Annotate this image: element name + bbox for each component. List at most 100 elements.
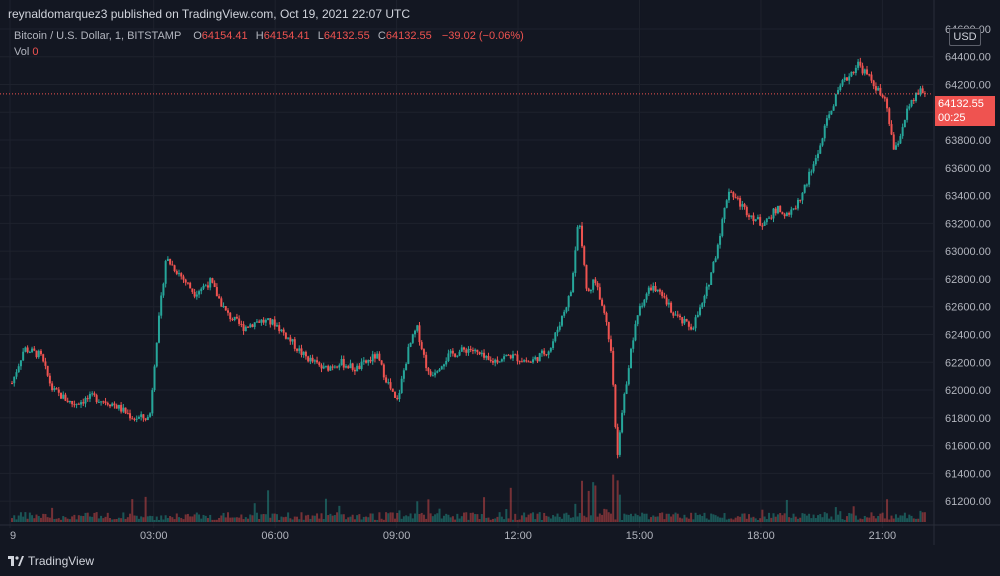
candle-body xyxy=(690,326,693,330)
volume-bar xyxy=(463,512,466,522)
volume-bar xyxy=(799,517,802,522)
volume-bar xyxy=(625,514,628,522)
candle-body xyxy=(146,416,149,420)
volume-bar xyxy=(483,497,486,522)
candle-body xyxy=(514,354,517,356)
candle-body xyxy=(289,337,292,342)
volume-bar xyxy=(772,513,775,522)
volume-bar xyxy=(634,513,637,522)
volume-bar xyxy=(509,487,512,522)
volume-bar xyxy=(255,512,258,522)
volume-bar xyxy=(621,519,624,522)
candle-body xyxy=(863,69,866,74)
candle-body xyxy=(467,348,470,353)
candle-body xyxy=(817,153,820,159)
candle-body xyxy=(122,407,125,412)
volume-bar xyxy=(48,517,51,522)
volume-bar xyxy=(249,514,252,522)
candle-body xyxy=(478,352,481,355)
candle-body xyxy=(175,271,178,274)
candle-body xyxy=(716,244,719,259)
volume-bar xyxy=(26,518,29,522)
candle-body xyxy=(779,205,782,213)
currency-button[interactable]: USD xyxy=(949,28,981,46)
volume-bar xyxy=(866,517,869,522)
candle-body xyxy=(859,61,862,66)
volume-bar xyxy=(73,514,76,522)
candle-body xyxy=(476,349,479,353)
volume-bar xyxy=(790,517,793,522)
candle-body xyxy=(255,321,258,323)
candle-body xyxy=(552,341,555,349)
candle-body xyxy=(699,307,702,315)
volume-bar xyxy=(151,516,154,522)
volume-bar xyxy=(400,518,403,522)
candle-body xyxy=(66,400,69,403)
candle-body xyxy=(572,272,575,293)
volume-bar xyxy=(658,513,661,522)
candle-body xyxy=(480,352,483,355)
candle-body xyxy=(632,340,635,349)
candle-body xyxy=(754,219,757,222)
volume-bar xyxy=(162,519,165,522)
volume-bar xyxy=(320,513,323,522)
volume-bar xyxy=(442,515,445,522)
symbol-name[interactable]: Bitcoin / U.S. Dollar, 1, BITSTAMP xyxy=(14,30,182,42)
volume-bar xyxy=(95,512,98,522)
volume-bar xyxy=(843,519,846,522)
candle-body xyxy=(774,208,777,214)
volume-bar xyxy=(647,519,650,522)
candle-body xyxy=(463,347,466,350)
candle-body xyxy=(68,400,71,403)
candle-body xyxy=(302,351,305,355)
time-axis[interactable]: 9 03:00 06:00 09:00 12:00 15:00 18:00 21:00 xyxy=(0,524,1000,542)
volume-bar xyxy=(62,516,65,522)
volume-bar xyxy=(238,517,241,522)
volume-bar xyxy=(491,518,494,522)
candle-body xyxy=(727,191,730,201)
volume-bar xyxy=(725,519,728,522)
footer-brand[interactable]: TradingView xyxy=(8,554,94,568)
volume-bar xyxy=(184,514,187,522)
volume-bar xyxy=(560,518,563,522)
candle-body xyxy=(741,204,744,207)
volume-bar xyxy=(280,516,283,522)
candle-body xyxy=(678,315,681,318)
volume-bar xyxy=(88,516,91,522)
volume-bar xyxy=(129,513,132,522)
candle-body xyxy=(211,278,214,283)
candle-body xyxy=(322,366,325,369)
candle-body xyxy=(51,383,54,391)
candle-body xyxy=(788,212,791,215)
volume-label[interactable]: Vol xyxy=(14,46,30,58)
volume-bar xyxy=(638,516,641,522)
candle-body xyxy=(64,394,67,401)
candle-body xyxy=(75,403,78,405)
candle-body xyxy=(883,97,886,99)
price-axis[interactable]: 61200.00 61400.00 61600.00 61800.00 62000.00… xyxy=(933,0,991,545)
candle-body xyxy=(868,74,871,76)
volume-bar xyxy=(77,515,80,522)
candle-body xyxy=(316,360,319,363)
candle-body xyxy=(251,324,254,327)
candle-body xyxy=(240,323,243,325)
volume-bar xyxy=(518,519,521,522)
volume-bar xyxy=(839,511,842,522)
volume-bar xyxy=(429,513,432,522)
price-tick-label: 61400.00 xyxy=(945,468,991,480)
volume-bar xyxy=(781,515,784,522)
volume-bar xyxy=(598,513,601,522)
candle-body xyxy=(558,325,561,330)
candle-body xyxy=(837,90,840,95)
volume-bar xyxy=(765,519,768,522)
candle-body xyxy=(434,372,437,376)
volume-bar xyxy=(779,512,782,522)
candle-body xyxy=(672,312,675,316)
volume-bar xyxy=(859,518,862,522)
volume-bar xyxy=(476,514,479,522)
candle-body xyxy=(756,217,759,220)
volume-bar xyxy=(796,518,799,522)
volume-bar xyxy=(175,513,178,522)
volume-bar xyxy=(667,513,670,522)
